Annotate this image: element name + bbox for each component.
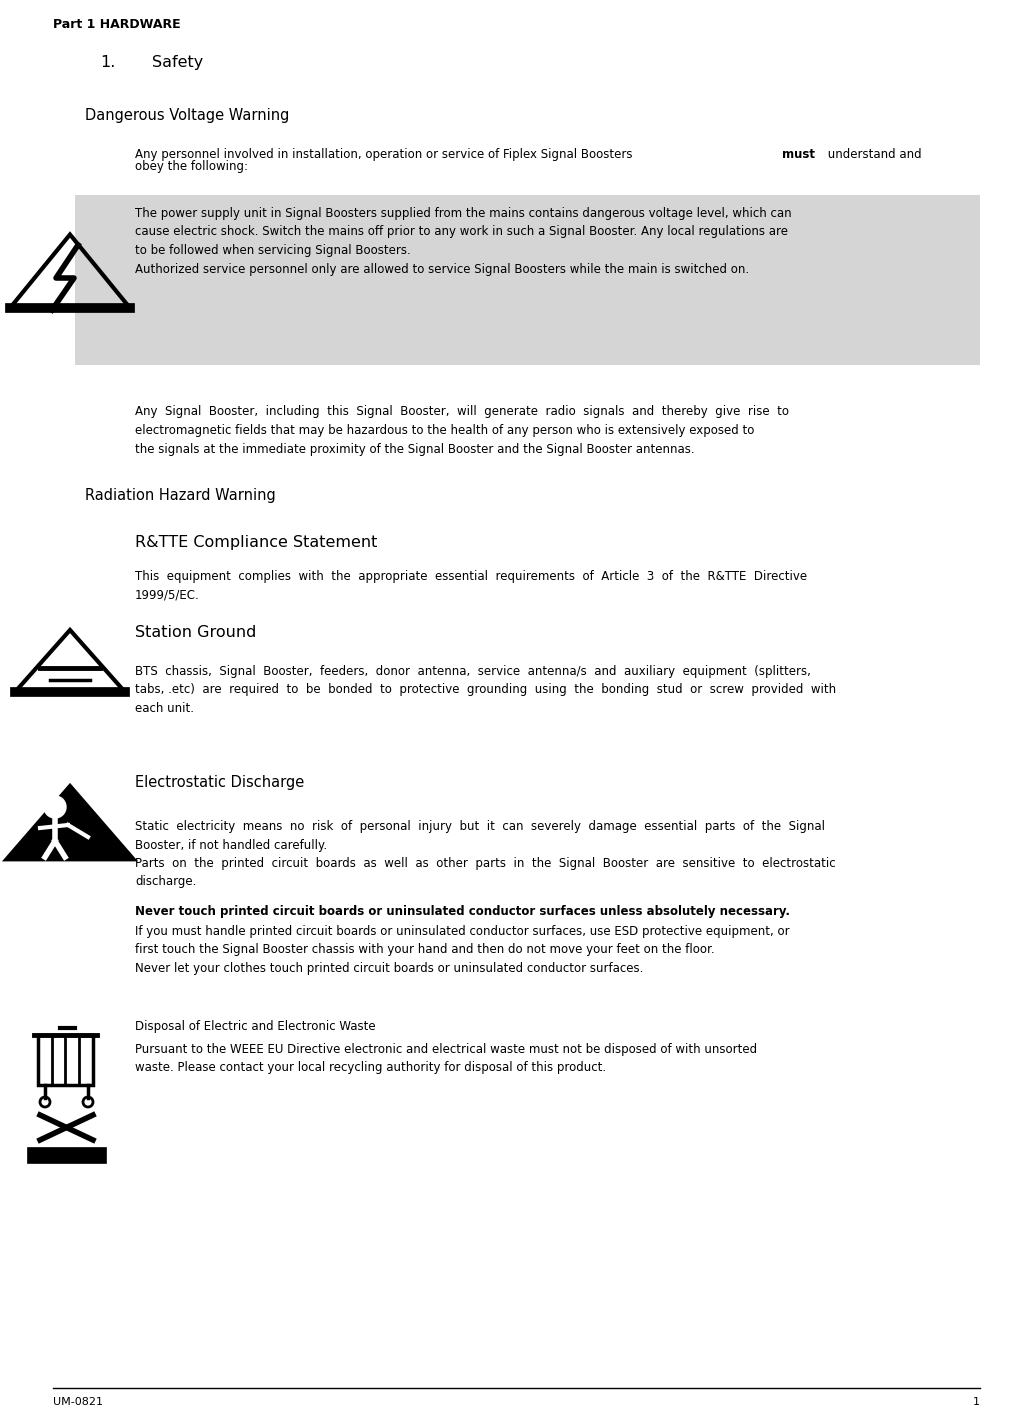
Text: This  equipment  complies  with  the  appropriate  essential  requirements  of  : This equipment complies with the appropr… [135, 569, 807, 602]
Bar [75, 195, 980, 365]
Text: R&TTE Compliance Statement: R&TTE Compliance Statement [135, 535, 377, 550]
Text: Electrostatic Discharge: Electrostatic Discharge [135, 775, 305, 790]
Bar [38, 1035, 93, 1085]
Text: Safety: Safety [152, 55, 204, 70]
Text: 1.: 1. [100, 55, 116, 70]
Text: Never touch printed circuit boards or uninsulated conductor surfaces unless abso: Never touch printed circuit boards or un… [135, 905, 790, 917]
Text: understand and: understand and [824, 148, 922, 160]
Text: must: must [782, 148, 815, 160]
Text: Static  electricity  means  no  risk  of  personal  injury  but  it  can  severe: Static electricity means no risk of pers… [135, 819, 836, 889]
Text: If you must handle printed circuit boards or uninsulated conductor surfaces, use: If you must handle printed circuit board… [135, 924, 789, 976]
Text: obey the following:: obey the following: [135, 159, 248, 173]
Text: Radiation Hazard Warning: Radiation Hazard Warning [85, 488, 276, 503]
Text: Any personnel involved in installation, operation or service of Fiplex Signal Bo: Any personnel involved in installation, … [135, 148, 636, 160]
Text: Disposal of Electric and Electronic Waste: Disposal of Electric and Electronic Wast… [135, 1020, 376, 1032]
Text: Pursuant to the WEEE EU Directive electronic and electrical waste must not be di: Pursuant to the WEEE EU Directive electr… [135, 1044, 757, 1075]
Text: Station Ground: Station Ground [135, 625, 256, 640]
Text: The power supply unit in Signal Boosters supplied from the mains contains danger: The power supply unit in Signal Boosters… [135, 207, 791, 275]
Polygon shape [5, 785, 135, 861]
Text: Any  Signal  Booster,  including  this  Signal  Booster,  will  generate  radio : Any Signal Booster, including this Signa… [135, 405, 789, 456]
Text: Dangerous Voltage Warning: Dangerous Voltage Warning [85, 108, 289, 124]
Circle shape [44, 797, 66, 818]
Text: 1: 1 [973, 1397, 980, 1407]
Text: UM-0821: UM-0821 [53, 1397, 103, 1407]
Text: BTS  chassis,  Signal  Booster,  feeders,  donor  antenna,  service  antenna/s  : BTS chassis, Signal Booster, feeders, do… [135, 665, 836, 716]
Text: Part 1 HARDWARE: Part 1 HARDWARE [53, 18, 181, 31]
